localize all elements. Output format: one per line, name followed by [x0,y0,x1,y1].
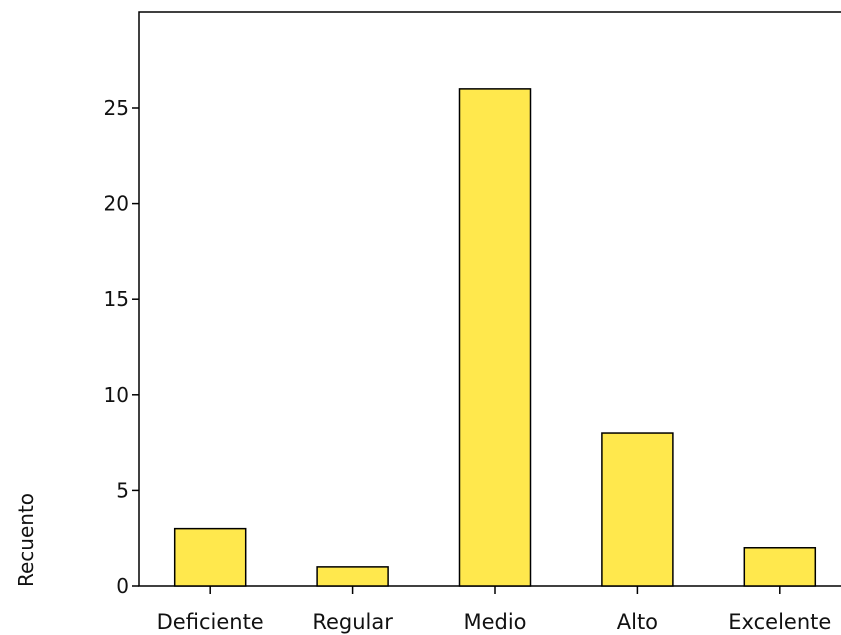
y-tick-label: 20 [104,192,129,216]
x-tick-label-medio: Medio [463,610,526,634]
x-tick-label-excelente: Excelente [728,610,831,634]
x-tick-label-regular: Regular [312,610,393,634]
y-tick-label: 0 [116,574,129,598]
x-tick-label-alto: Alto [617,610,658,634]
y-tick-label: 15 [104,287,129,311]
y-axis-title: Recuento [14,493,38,587]
bar-excelente [743,547,817,587]
x-tick-label-deficiente: Deficiente [157,610,264,634]
x-axis: Deficiente Regular Medio Alto Excelente [157,586,831,634]
bar-deficiente [173,527,247,587]
y-tick-label: 5 [116,478,129,502]
y-tick-label: 25 [104,96,129,120]
bar-alto [601,432,674,587]
bar-regular [316,566,389,587]
bars [173,88,817,587]
y-axis: 0 5 10 15 20 25 [104,96,139,598]
y-tick-label: 10 [104,383,129,407]
bar-medio [458,88,532,587]
